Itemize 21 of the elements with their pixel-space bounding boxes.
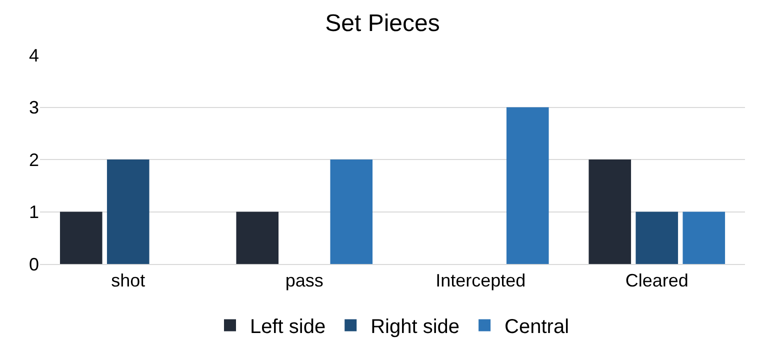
legend-label: Central <box>504 316 570 338</box>
y-tick-label: 1 <box>28 202 39 222</box>
y-tick-label: 4 <box>28 45 39 66</box>
bar <box>106 160 150 264</box>
bar <box>330 160 373 264</box>
y-tick-label: 2 <box>28 150 39 170</box>
bar <box>588 160 632 264</box>
legend-label: Left side <box>250 316 326 338</box>
x-tick-label: Intercepted <box>436 270 526 291</box>
chart-title: Set Pieces <box>325 10 440 38</box>
y-tick-label: 3 <box>28 98 39 118</box>
x-tick-label: shot <box>111 270 146 291</box>
x-tick-label: pass <box>285 270 324 291</box>
y-tick-label: 0 <box>28 254 39 274</box>
x-tick-label: Cleared <box>625 270 688 291</box>
bar <box>236 212 279 264</box>
bar <box>506 107 549 264</box>
bar <box>60 212 102 264</box>
bar <box>682 212 726 264</box>
legend-label: Right side <box>370 316 460 338</box>
bar <box>636 212 678 264</box>
